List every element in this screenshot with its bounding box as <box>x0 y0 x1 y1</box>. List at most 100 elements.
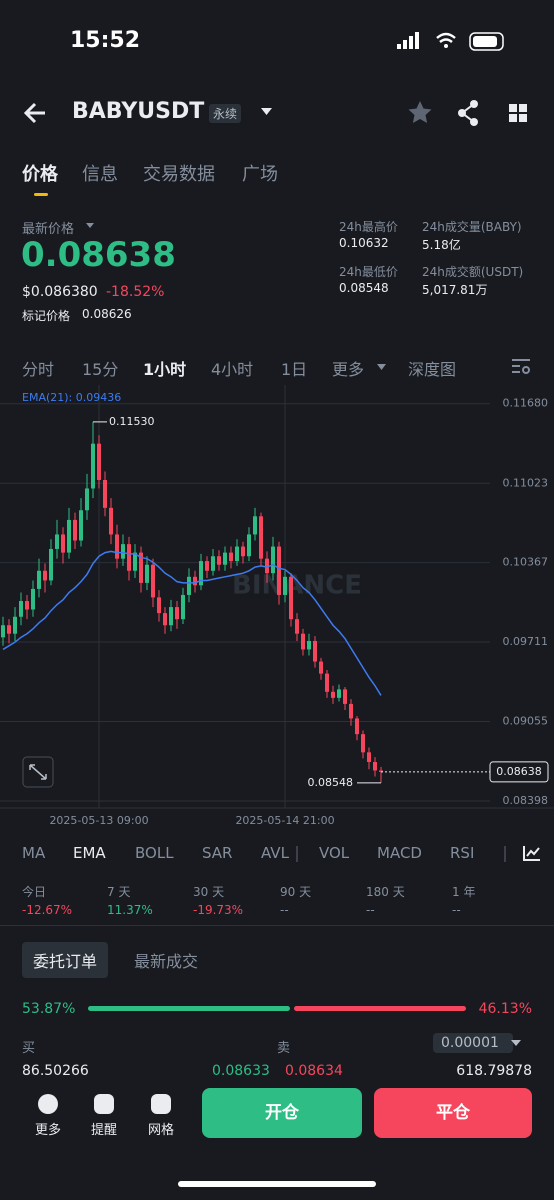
candle-body <box>355 718 359 735</box>
candle-body <box>97 443 101 480</box>
battery-level <box>473 36 497 47</box>
period-change: -12.67% <box>22 903 73 917</box>
tab[interactable]: 价格 <box>22 164 58 185</box>
candle-body <box>37 570 41 589</box>
symbol[interactable]: BABYUSDT <box>72 99 205 124</box>
candle-body <box>139 552 143 583</box>
candle-body <box>169 607 173 626</box>
ema-line <box>2 550 382 696</box>
symbol-dropdown[interactable] <box>261 108 272 115</box>
nav-icon[interactable] <box>38 1094 58 1114</box>
nav-icon[interactable] <box>94 1094 114 1114</box>
candle-body <box>187 576 191 595</box>
back-icon[interactable] <box>23 102 45 124</box>
x-tick-label: 2025-05-13 09:00 <box>49 814 148 827</box>
stat-label: 24h最高价 <box>339 220 398 234</box>
buy-ratio-bar <box>88 1006 290 1011</box>
candle-body <box>85 488 89 511</box>
candle-body <box>145 564 149 583</box>
candle-body <box>277 546 281 595</box>
more-dropdown[interactable] <box>377 364 386 370</box>
stat-value: 5.18亿 <box>422 238 461 252</box>
signal-icon <box>397 32 419 49</box>
nav-label[interactable]: 网格 <box>147 1123 174 1138</box>
wifi-icon <box>436 32 456 44</box>
stat-label: 24h成交额(USDT) <box>422 265 524 279</box>
tab[interactable]: 信息 <box>82 164 118 185</box>
candle-body <box>175 607 179 620</box>
precision-select[interactable]: 0.00001 <box>433 1033 513 1053</box>
nav-label[interactable]: 提醒 <box>90 1123 117 1138</box>
order-tab-active[interactable]: 委托订单 <box>22 942 109 978</box>
tab[interactable]: 广场 <box>242 164 278 185</box>
candle-body <box>259 516 263 559</box>
period-label: 1 年 <box>452 885 476 899</box>
indicator-tab[interactable]: MA <box>22 844 46 862</box>
indicator-tab[interactable]: AVL <box>261 844 289 862</box>
candle-body <box>103 479 107 508</box>
order-tab[interactable]: 最新成交 <box>134 952 199 971</box>
y-tick-label: 0.11023 <box>503 476 549 489</box>
expand-button[interactable] <box>22 756 54 788</box>
sell-ratio-bar <box>293 1006 466 1011</box>
nav-label[interactable]: 更多 <box>34 1123 61 1138</box>
open-button[interactable]: 开仓 <box>202 1088 362 1138</box>
order-row-cell: 86.50266 <box>22 1063 89 1079</box>
y-tick-label: 0.10367 <box>503 556 549 569</box>
price-change: -18.52% <box>106 284 165 300</box>
candle-body <box>307 640 311 650</box>
candle-body <box>127 544 131 571</box>
low-marker-label: 0.08548 <box>308 776 354 789</box>
candle-body <box>205 561 209 571</box>
candle-body <box>121 544 125 559</box>
indicator-tab[interactable]: BOLL <box>135 844 174 862</box>
period-change: 11.37% <box>107 903 153 917</box>
candle-body <box>367 752 371 763</box>
contract-tag: 永续 <box>209 104 242 123</box>
indicator-tab[interactable]: VOL <box>319 844 350 862</box>
last-price-label: 0.08638 <box>496 765 542 778</box>
legend-entry: EMA(21): 0.09436 <box>22 391 121 404</box>
candle-body <box>181 594 185 620</box>
period-label: 90 天 <box>280 885 312 899</box>
candle-body <box>229 552 233 562</box>
indicator-tab[interactable]: MACD <box>377 844 422 862</box>
indicator-settings-icon[interactable] <box>523 846 540 861</box>
indicator-tab[interactable]: SAR <box>202 844 233 862</box>
interval-tab[interactable]: 深度图 <box>408 360 457 379</box>
watermark: BINANCE <box>232 571 362 601</box>
candle-body <box>43 570 47 581</box>
indicator-tab[interactable]: EMA <box>73 844 106 862</box>
interval-tab[interactable]: 15分 <box>82 360 119 379</box>
order-row-cell: 0.08633 <box>212 1063 270 1079</box>
period-change: -19.73% <box>193 903 244 917</box>
candle-body <box>325 673 329 692</box>
indicator-tab[interactable]: RSI <box>450 844 475 862</box>
stat-value: 0.10632 <box>339 236 389 250</box>
sell-header: 卖 <box>277 1041 291 1056</box>
interval-tab[interactable]: 分时 <box>22 360 55 379</box>
interval-tab[interactable]: 1日 <box>281 360 308 379</box>
high-marker-label: 0.11530 <box>109 415 155 428</box>
candle-body <box>55 534 59 549</box>
tab[interactable]: 交易数据 <box>143 164 215 185</box>
interval-tab[interactable]: 1小时 <box>143 360 187 379</box>
candle-body <box>331 691 335 698</box>
candle-body <box>25 601 29 610</box>
stat-label: 24h成交量(BABY) <box>422 220 522 234</box>
candle-body <box>67 519 71 553</box>
price-dropdown[interactable] <box>86 223 94 228</box>
candle-body <box>49 548 53 581</box>
favorite-icon[interactable] <box>408 101 432 123</box>
interval-tab[interactable]: 4小时 <box>211 360 254 379</box>
close-button[interactable]: 平仓 <box>374 1088 532 1138</box>
candle-body <box>157 597 161 614</box>
interval-tab[interactable]: 更多 <box>332 360 365 379</box>
nav-icon[interactable] <box>151 1094 171 1114</box>
layout-icon[interactable] <box>509 104 527 122</box>
share-icon[interactable] <box>458 100 478 126</box>
chart-settings-icon[interactable] <box>512 359 530 374</box>
candle-body <box>13 616 17 634</box>
candle-body <box>289 576 293 620</box>
candle-body <box>337 689 341 698</box>
